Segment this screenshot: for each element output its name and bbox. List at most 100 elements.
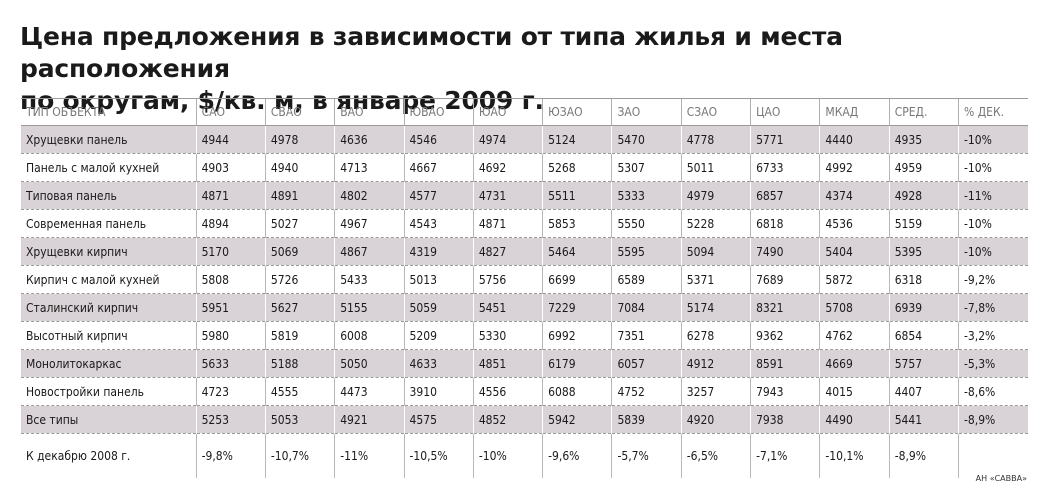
table-cell: 5433 [334, 265, 404, 294]
table-cell: 4731 [472, 181, 543, 210]
table-cell: 4944 [195, 125, 266, 154]
table-cell: -3,2% [958, 321, 1028, 350]
table-cell: 4577 [403, 181, 474, 210]
footer-cell: -11% [334, 433, 404, 478]
table-cell: 9362 [750, 321, 820, 350]
table-cell: 6179 [542, 349, 612, 378]
column-header: СЗАО [680, 98, 751, 126]
table-cell: 6854 [888, 321, 959, 350]
price-table: ТИП ОБЪЕКТА САО СВАО ВАО ЮВАО ЮАО ЮЗАО ЗАО СЗАО Ц… [21, 98, 1028, 478]
row-label: Кирпич с малой кухней [21, 265, 197, 294]
table-cell: 5853 [542, 209, 612, 238]
table-cell: 7084 [611, 293, 682, 322]
column-header: ВАО [334, 98, 404, 126]
table-cell: 4407 [888, 377, 959, 406]
table-cell: 4967 [334, 209, 404, 238]
table-row: Панель с малой кухней 4903 4940 4713 4667 469… [21, 153, 1028, 182]
column-header: СРЕД. [888, 98, 959, 126]
table-cell: 7229 [542, 293, 612, 322]
footer-cell: -8,9% [888, 433, 959, 478]
table-cell: 5011 [680, 153, 751, 182]
table-row: Новостройки панель 4723 4555 4473 3910 4556 60… [21, 377, 1028, 406]
footer-cell: -6,5% [680, 433, 751, 478]
table-cell: 5980 [195, 321, 266, 350]
footer-cell: -9,8% [195, 433, 266, 478]
table-cell: 5550 [611, 209, 682, 238]
table-cell: 5330 [472, 321, 543, 350]
table-row: Современная панель 4894 5027 4967 4543 4871 58… [21, 209, 1028, 238]
table-cell: 4894 [195, 209, 266, 238]
table-row: Хрущевки панель 4944 4978 4636 4546 4974 5124 5… [21, 125, 1028, 154]
table-cell: 5756 [472, 265, 543, 294]
table-cell: 5094 [680, 237, 751, 266]
row-label: Панель с малой кухней [21, 153, 197, 182]
row-label: Типовая панель [21, 181, 197, 210]
table-cell: 5059 [403, 293, 474, 322]
table-cell: 4543 [403, 209, 474, 238]
table-header-row: ТИП ОБЪЕКТА САО СВАО ВАО ЮВАО ЮАО ЮЗАО ЗАО СЗАО Ц… [21, 98, 1028, 126]
table-row: Хрущевки кирпич 5170 5069 4867 4319 4827 5464 5… [21, 237, 1028, 266]
table-cell: 5027 [264, 209, 335, 238]
table-cell: 4374 [819, 181, 890, 210]
footer-cell [958, 433, 1028, 478]
table-cell: 4440 [819, 125, 890, 154]
table-row: Кирпич с малой кухней 5808 5726 5433 5013 575… [21, 265, 1028, 294]
table-cell: 4667 [403, 153, 474, 182]
table-cell: 4928 [888, 181, 959, 210]
table-cell: 5633 [195, 349, 266, 378]
table-cell: 4979 [680, 181, 751, 210]
column-header: % ДЕК. [958, 98, 1028, 126]
footer-cell: -10,7% [264, 433, 335, 478]
table-cell: -10% [958, 125, 1028, 154]
table-cell: 5839 [611, 405, 682, 434]
table-cell: -5,3% [958, 349, 1028, 378]
table-cell: 5253 [195, 405, 266, 434]
table-cell: 4903 [195, 153, 266, 182]
table-cell: 5209 [403, 321, 474, 350]
table-cell: 5124 [542, 125, 612, 154]
table-cell: 4802 [334, 181, 404, 210]
column-header-type: ТИП ОБЪЕКТА [21, 98, 197, 126]
table-cell: 6088 [542, 377, 612, 406]
footer-cell: -7,1% [750, 433, 820, 478]
table-cell: 4692 [472, 153, 543, 182]
table-cell: 8321 [750, 293, 820, 322]
table-cell: -8,9% [958, 405, 1028, 434]
table-body: Хрущевки панель 4944 4978 4636 4546 4974 5124 5… [21, 125, 1028, 478]
table-cell: 7943 [750, 377, 820, 406]
table-cell: 4978 [264, 125, 335, 154]
table-cell: 4319 [403, 237, 474, 266]
table-cell: -7,8% [958, 293, 1028, 322]
table-cell: 5159 [888, 209, 959, 238]
table-cell: 4778 [680, 125, 751, 154]
row-label: Новостройки панель [21, 377, 197, 406]
table-cell: 6857 [750, 181, 820, 210]
table-cell: 4871 [472, 209, 543, 238]
table-cell: 4959 [888, 153, 959, 182]
table-cell: -10% [958, 237, 1028, 266]
table-cell: 6992 [542, 321, 612, 350]
table-cell: 5511 [542, 181, 612, 210]
table-cell: 4852 [472, 405, 543, 434]
table-cell: 4992 [819, 153, 890, 182]
table-row: Сталинский кирпич 5951 5627 5155 5059 5451 722… [21, 293, 1028, 322]
table-cell: 6939 [888, 293, 959, 322]
column-header: САО [195, 98, 266, 126]
table-cell: 5726 [264, 265, 335, 294]
table-cell: 4752 [611, 377, 682, 406]
table-cell: 5771 [750, 125, 820, 154]
row-label: Все типы [21, 405, 197, 434]
table-cell: 7689 [750, 265, 820, 294]
row-label: Современная панель [21, 209, 197, 238]
row-label: Монолитокаркас [21, 349, 197, 378]
row-label: Сталинский кирпич [21, 293, 197, 322]
table-cell: 5951 [195, 293, 266, 322]
table-cell: 3257 [680, 377, 751, 406]
table-cell: 4555 [264, 377, 335, 406]
table-cell: 4669 [819, 349, 890, 378]
table-cell: 5451 [472, 293, 543, 322]
table-cell: 4490 [819, 405, 890, 434]
table-cell: 4867 [334, 237, 404, 266]
table-cell: 5808 [195, 265, 266, 294]
table-cell: 5307 [611, 153, 682, 182]
